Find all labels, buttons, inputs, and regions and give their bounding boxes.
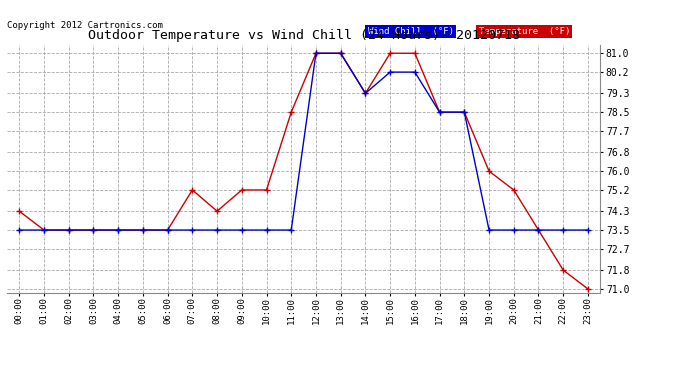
Title: Outdoor Temperature vs Wind Chill (24 Hours)  20120718: Outdoor Temperature vs Wind Chill (24 Ho…	[88, 30, 520, 42]
Text: Wind Chill  (°F): Wind Chill (°F)	[368, 27, 454, 36]
Text: Temperature  (°F): Temperature (°F)	[479, 27, 570, 36]
Text: Copyright 2012 Cartronics.com: Copyright 2012 Cartronics.com	[7, 21, 163, 30]
